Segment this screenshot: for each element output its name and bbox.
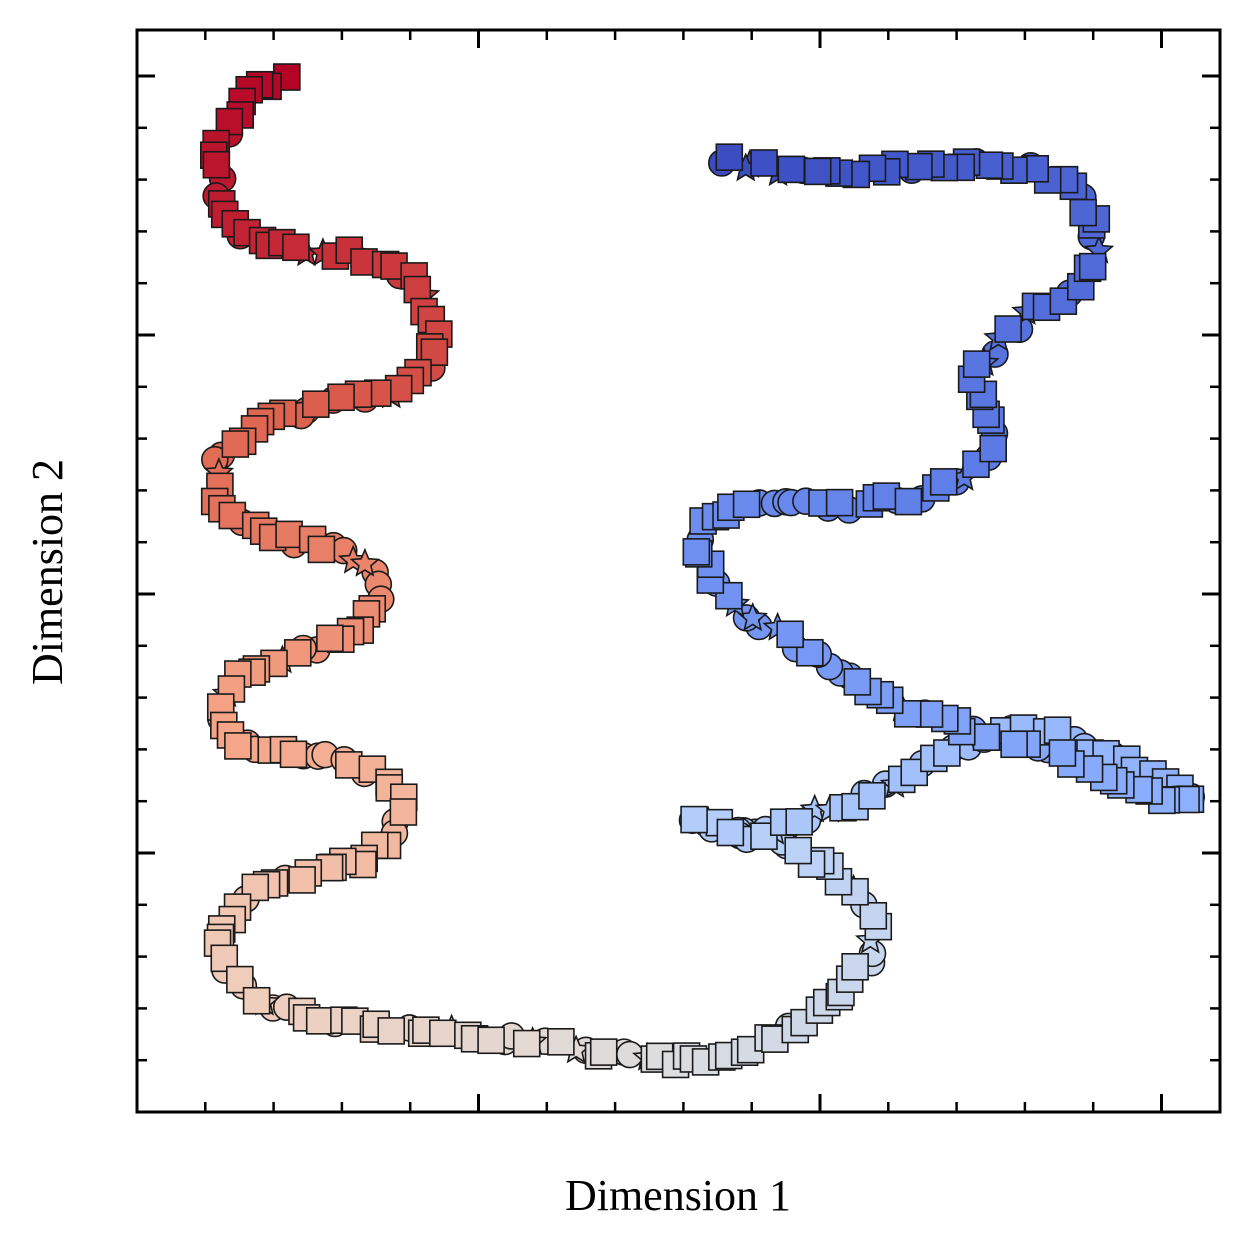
- plot-frame: [135, 28, 1222, 1114]
- data-point-square: [972, 723, 1001, 751]
- data-point-square: [1048, 739, 1077, 767]
- data-point-square: [859, 901, 888, 930]
- data-point-square: [777, 155, 806, 184]
- data-point-square: [224, 732, 252, 760]
- data-point-square: [429, 1019, 457, 1048]
- data-point-square: [547, 1028, 575, 1056]
- data-point-square: [962, 350, 991, 378]
- data-point-square: [785, 808, 813, 836]
- data-point-square: [750, 149, 778, 177]
- data-point-square: [1069, 198, 1097, 227]
- data-point-square: [843, 668, 872, 696]
- data-point-square: [796, 638, 824, 667]
- data-point-square: [682, 538, 711, 566]
- data-point-square: [994, 315, 1022, 343]
- data-point-square: [841, 952, 869, 981]
- data-point-square: [377, 1017, 406, 1045]
- data-point-square: [905, 152, 933, 181]
- data-point-square: [389, 798, 418, 826]
- data-point-square: [979, 434, 1007, 463]
- data-point-square: [825, 488, 854, 517]
- x-axis-label: Dimension 1: [565, 1171, 791, 1220]
- data-point-square: [221, 430, 250, 458]
- data-point-square: [242, 986, 271, 1015]
- data-point-square: [589, 1038, 618, 1066]
- data-point-square: [327, 383, 355, 412]
- data-point-square: [716, 818, 745, 847]
- data-point-square: [512, 1029, 541, 1058]
- data-point-square: [218, 501, 247, 530]
- data-point-square: [283, 639, 312, 667]
- data-point-square: [894, 487, 923, 516]
- data-point-square: [275, 520, 303, 549]
- data-point-square: [1078, 252, 1107, 281]
- data-point-square: [335, 751, 363, 779]
- data-point-square: [307, 535, 336, 564]
- data-point-square: [1000, 730, 1028, 759]
- data-point-square: [929, 468, 958, 496]
- data-point-square: [282, 233, 310, 262]
- data-point-square: [477, 1026, 505, 1055]
- plot-area: [199, 63, 1206, 1079]
- data-point-square: [680, 805, 708, 834]
- data-point-square: [715, 143, 744, 171]
- axis-ticks: [137, 30, 1220, 1112]
- data-point-square: [732, 490, 761, 519]
- data-point-square: [900, 758, 929, 787]
- y-axis-label: Dimension 2: [23, 459, 72, 685]
- data-point-square: [1049, 287, 1078, 315]
- data-point-square: [279, 740, 308, 769]
- data-point-square: [316, 624, 344, 653]
- data-point-square: [776, 620, 804, 649]
- data-point-square: [288, 866, 316, 894]
- data-point-square: [803, 157, 832, 186]
- data-point-square: [784, 836, 812, 865]
- data-point-square: [858, 782, 886, 810]
- data-point-square: [305, 1007, 334, 1035]
- data-point-square: [202, 150, 231, 179]
- data-point-star: [349, 547, 381, 577]
- data-point-square: [301, 390, 330, 418]
- data-point-square: [241, 873, 270, 902]
